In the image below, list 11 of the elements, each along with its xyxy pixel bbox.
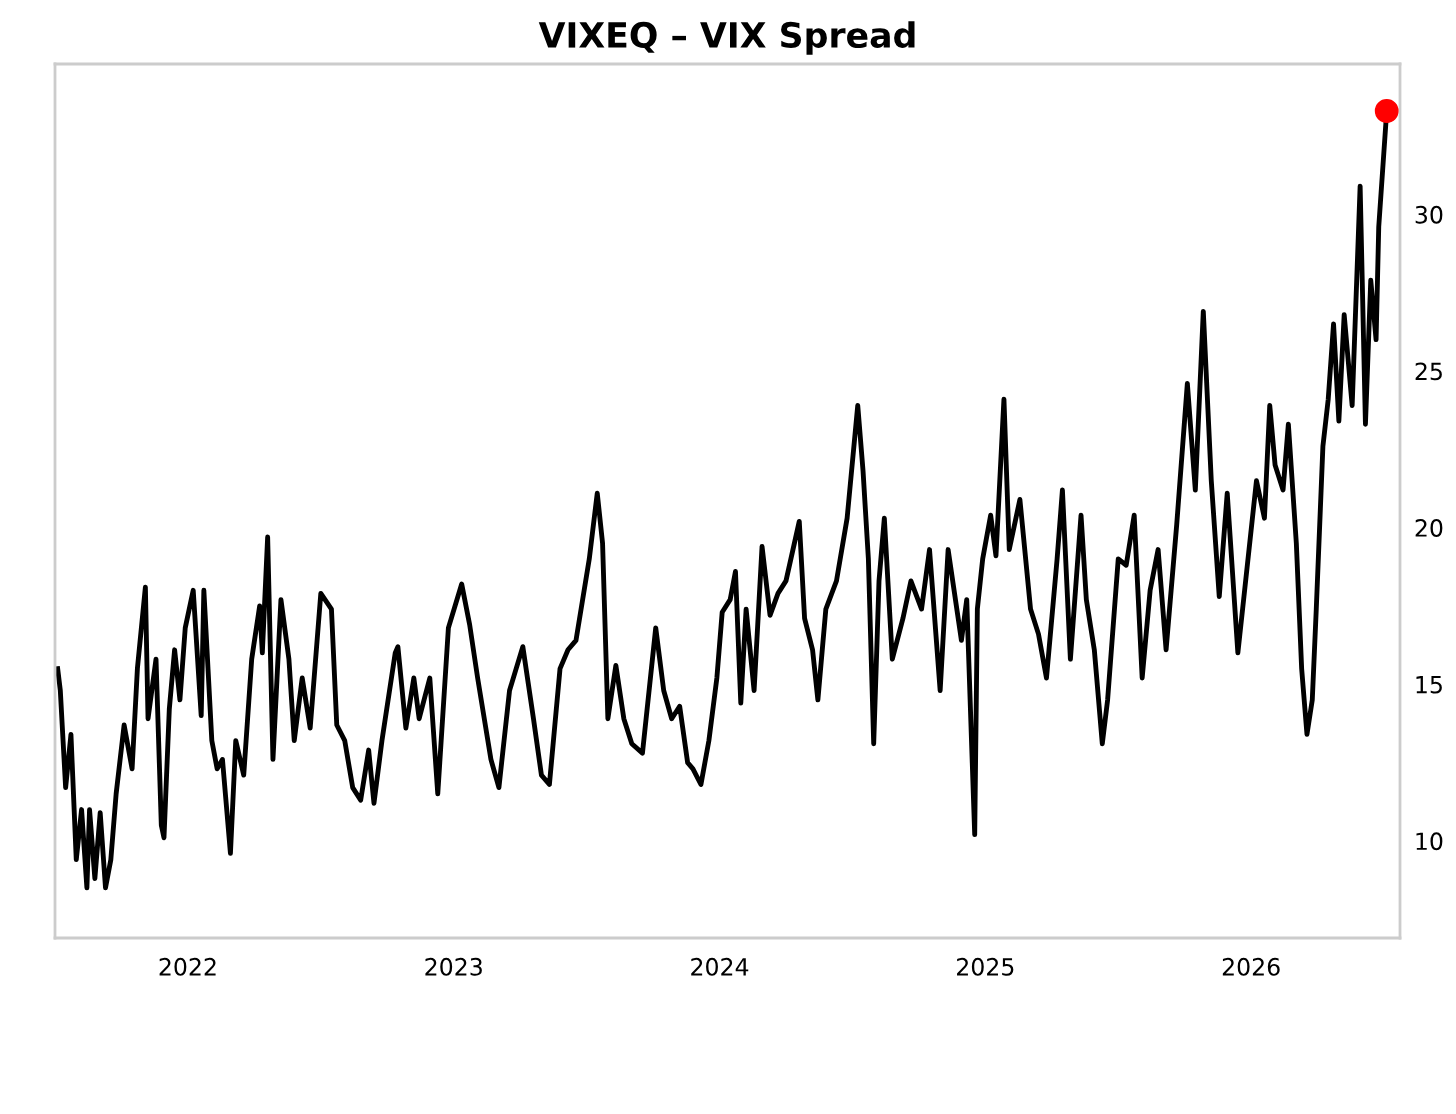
x-tick-label: 2025 <box>957 957 1014 976</box>
x-tick-label: 2023 <box>425 957 482 976</box>
x-tick-label: 2024 <box>691 957 749 976</box>
y-tick-label: 25 <box>1415 362 1442 381</box>
y-tick-label: 30 <box>1415 205 1443 224</box>
chart-title: VIXEQ – VIX Spread <box>538 21 915 55</box>
x-tick-label: 2022 <box>159 957 216 976</box>
y-tick-label: 15 <box>1416 676 1442 694</box>
y-tick-label: 20 <box>1415 519 1443 537</box>
x-tick-label: 2026 <box>1222 957 1280 976</box>
y-tick-label: 10 <box>1416 832 1443 851</box>
